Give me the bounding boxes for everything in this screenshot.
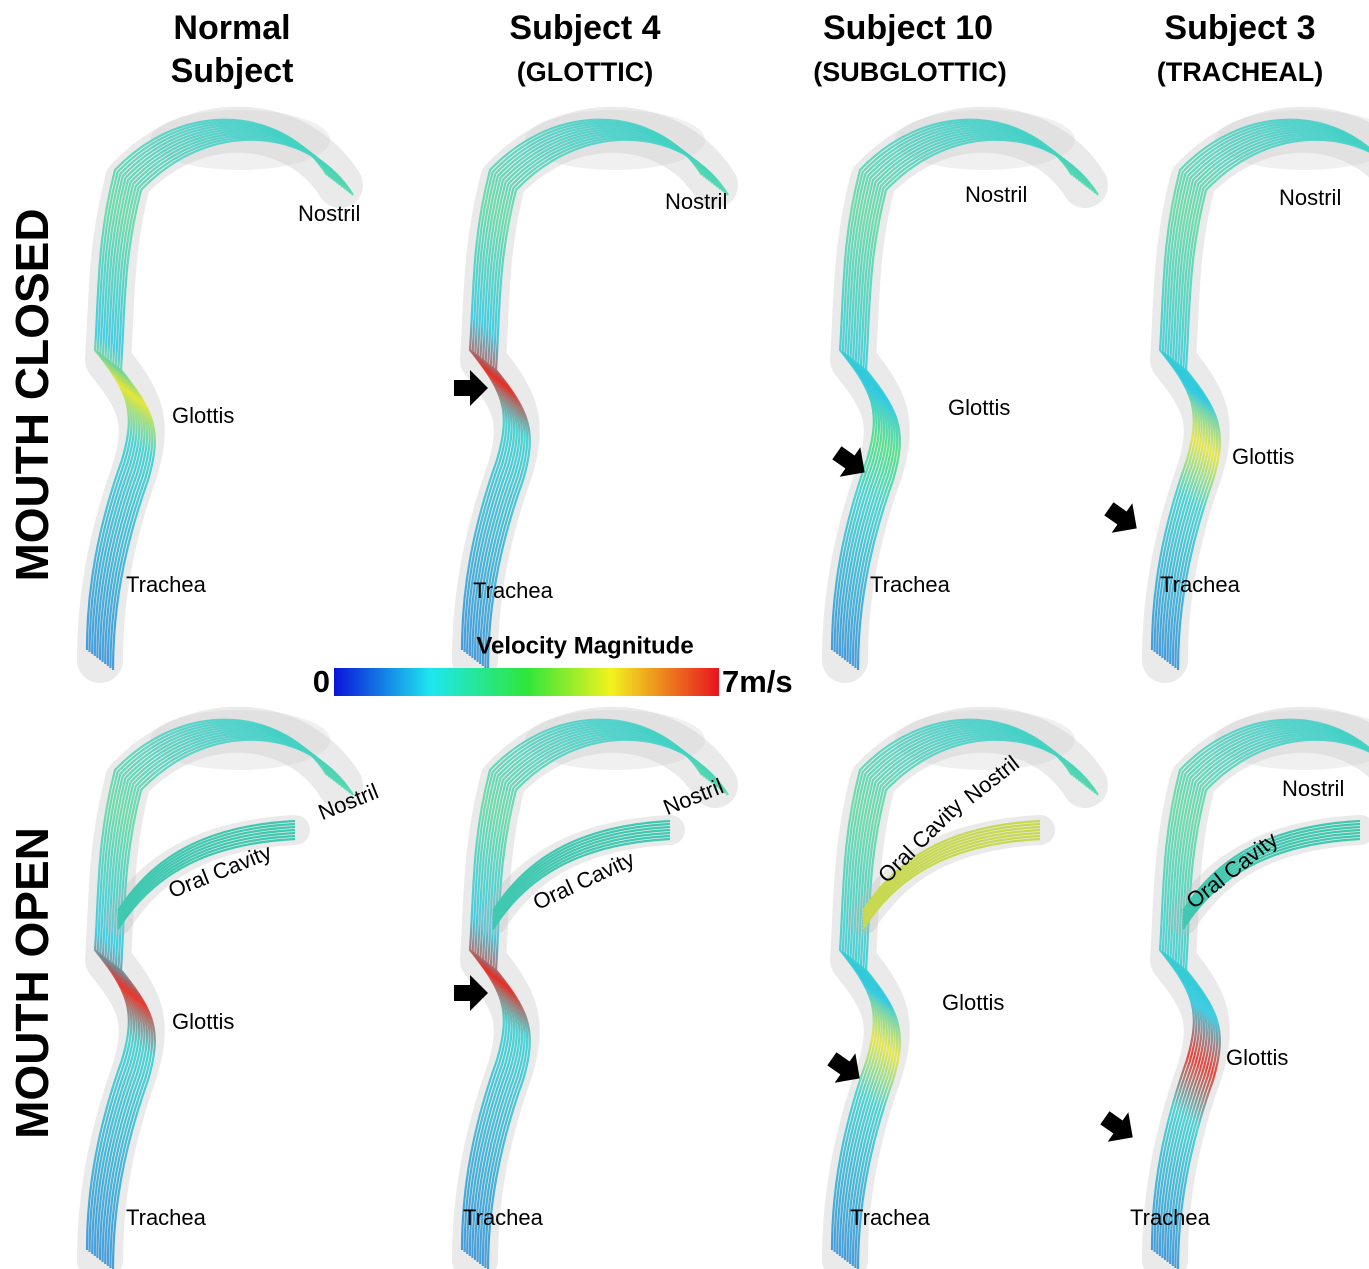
anatomy-label: Trachea: [870, 572, 951, 597]
column-title: Subject 10: [823, 9, 993, 47]
anatomy-label: Nostril: [298, 201, 360, 226]
airway: [87, 710, 353, 1269]
anatomy-label: Nostril: [665, 189, 727, 214]
anatomy-label: Trachea: [126, 1205, 207, 1230]
anatomy-label: Trachea: [1130, 1205, 1211, 1230]
anatomy-label: Glottis: [172, 403, 234, 428]
anatomy-label: Nostril: [1279, 185, 1341, 210]
anatomy-label: Trachea: [126, 572, 207, 597]
anatomy-label: Trachea: [473, 578, 554, 603]
colorbar-max: 7m/s: [722, 664, 793, 699]
column-title: Subject 3: [1164, 9, 1315, 47]
anatomy-label: Glottis: [1232, 444, 1294, 469]
column-title: Normal: [173, 9, 290, 47]
anatomy-label: Glottis: [948, 395, 1010, 420]
anatomy-label: Trachea: [1160, 572, 1241, 597]
colorbar: [334, 668, 719, 696]
column-title: Subject 4: [509, 9, 660, 47]
column-title: Subject: [171, 52, 294, 90]
anatomy-label: Trachea: [850, 1205, 931, 1230]
column-subtitle: (TRACHEAL): [1157, 57, 1323, 87]
anatomy-label: Glottis: [172, 1009, 234, 1034]
row-title: MOUTH CLOSED: [6, 208, 58, 581]
figure: Normal Subject Subject 4 (GLOTTIC) Subje…: [0, 0, 1369, 1269]
row-title: MOUTH OPEN: [6, 827, 58, 1139]
anatomy-label: Glottis: [942, 990, 1004, 1015]
colorbar-title: Velocity Magnitude: [476, 632, 693, 659]
arrow: [1099, 494, 1147, 543]
anatomy-label: Nostril: [965, 182, 1027, 207]
anatomy-label: Trachea: [463, 1205, 544, 1230]
arrow: [1095, 1103, 1143, 1152]
column-subtitle: (SUBGLOTTIC): [813, 57, 1006, 87]
anatomy-label: Glottis: [1226, 1045, 1288, 1070]
column-subtitle: (GLOTTIC): [517, 57, 653, 87]
anatomy-label: Nostril: [1282, 776, 1344, 801]
colorbar-min: 0: [313, 664, 330, 699]
